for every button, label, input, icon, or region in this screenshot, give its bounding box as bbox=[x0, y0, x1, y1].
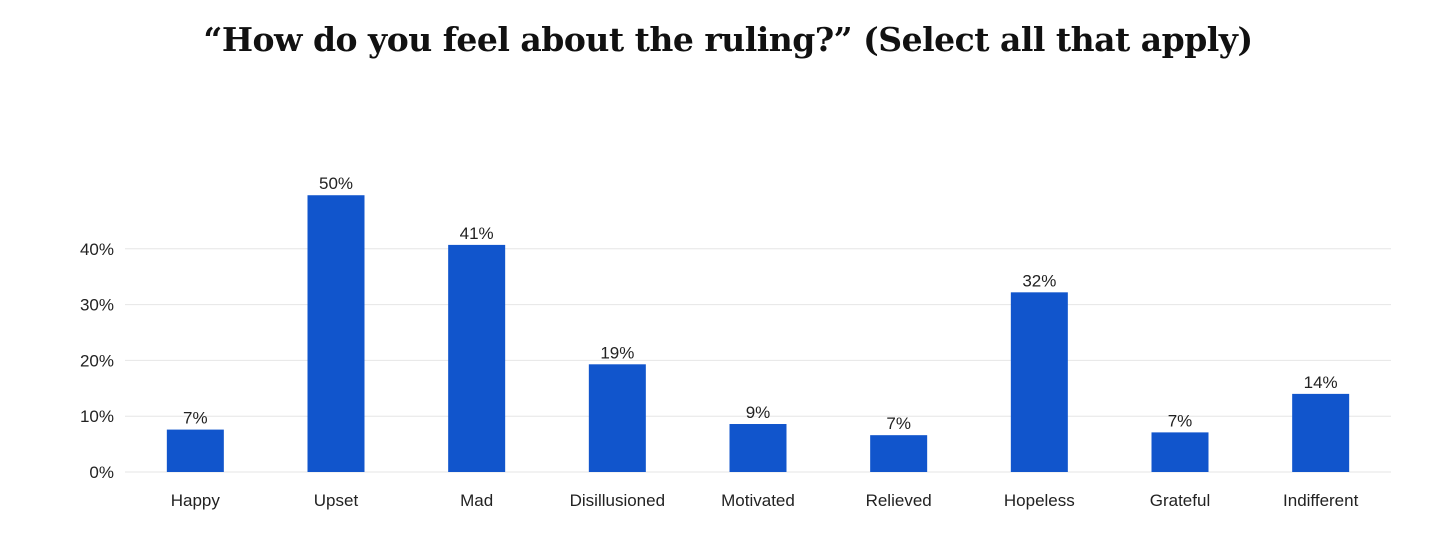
category-label: Grateful bbox=[1150, 491, 1210, 510]
y-tick-label: 40% bbox=[80, 240, 114, 259]
data-label: 7% bbox=[1168, 411, 1193, 430]
x-axis-categories: Happy Upset Mad Disillusioned Motivated Relie… bbox=[171, 491, 1359, 510]
bar-hopeless bbox=[1010, 292, 1068, 472]
bars bbox=[166, 195, 1350, 472]
data-label: 32% bbox=[1022, 271, 1056, 290]
category-label: Motivated bbox=[721, 491, 795, 510]
bar-disillusioned bbox=[588, 364, 646, 472]
y-axis-ticks: 0% 10% 20% 30% 40% bbox=[80, 240, 114, 482]
y-tick-label: 0% bbox=[89, 463, 114, 482]
bar-mad bbox=[448, 244, 506, 472]
category-label: Happy bbox=[171, 491, 221, 510]
category-label: Upset bbox=[314, 491, 359, 510]
bar-happy bbox=[166, 429, 224, 472]
category-label: Disillusioned bbox=[570, 491, 665, 510]
data-label: 19% bbox=[600, 343, 634, 362]
data-label: 7% bbox=[886, 414, 911, 433]
bar-grateful bbox=[1151, 432, 1209, 472]
category-label: Mad bbox=[460, 491, 493, 510]
y-tick-label: 30% bbox=[80, 296, 114, 315]
data-label: 7% bbox=[183, 409, 208, 428]
data-label: 50% bbox=[319, 174, 353, 193]
bar-relieved bbox=[870, 435, 928, 472]
bar-indifferent bbox=[1292, 393, 1350, 472]
data-labels: 7% 50% 41% 19% 9% 7% 32% 7% 14% bbox=[183, 174, 1338, 433]
data-label: 14% bbox=[1304, 373, 1338, 392]
y-tick-label: 20% bbox=[80, 351, 114, 370]
bar-motivated bbox=[729, 424, 787, 472]
category-label: Relieved bbox=[866, 491, 932, 510]
bar-upset bbox=[307, 195, 365, 472]
data-label: 41% bbox=[460, 224, 494, 243]
y-tick-label: 10% bbox=[80, 407, 114, 426]
category-label: Indifferent bbox=[1283, 491, 1359, 510]
chart-title: “How do you feel about the ruling?” (Sel… bbox=[203, 20, 1253, 59]
data-label: 9% bbox=[746, 403, 771, 422]
category-label: Hopeless bbox=[1004, 491, 1075, 510]
